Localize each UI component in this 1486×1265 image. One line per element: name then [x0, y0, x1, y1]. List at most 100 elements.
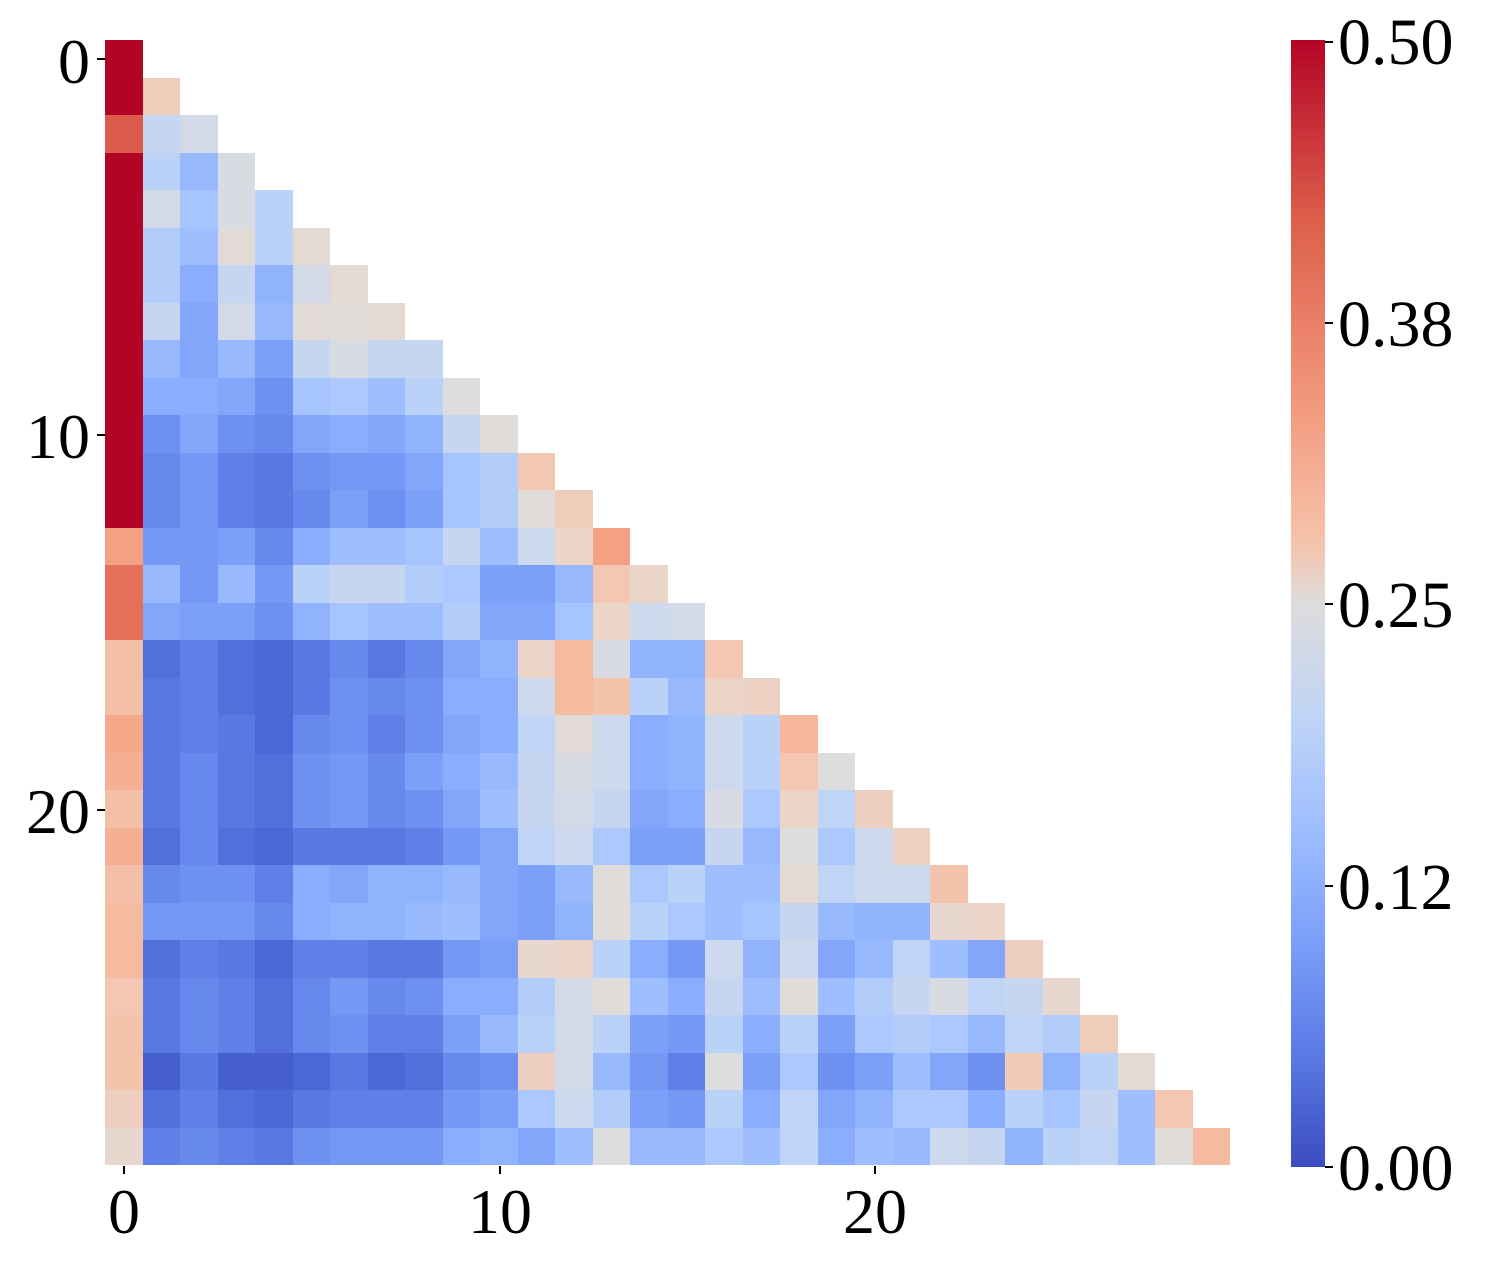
heatmap-cell	[517, 902, 556, 941]
heatmap-cell	[255, 977, 293, 1016]
heatmap-cell	[105, 490, 143, 528]
y-tick-label: 0	[58, 26, 90, 97]
heatmap-cell	[555, 902, 593, 941]
heatmap-cell	[517, 865, 556, 903]
heatmap-cell	[255, 640, 293, 678]
heatmap-cell	[667, 715, 706, 753]
heatmap-cell	[442, 1127, 481, 1166]
heatmap-cell	[180, 152, 218, 191]
heatmap-cell	[255, 565, 293, 603]
heatmap-cell	[930, 1090, 968, 1128]
heatmap-cell	[705, 715, 743, 753]
heatmap-plot-area	[105, 40, 1231, 1166]
heatmap-cell	[892, 902, 931, 941]
heatmap-cell	[517, 527, 556, 566]
heatmap-cell	[480, 977, 518, 1016]
x-tick-label: 0	[108, 1176, 140, 1247]
heatmap-cell	[630, 827, 668, 866]
heatmap-cell	[217, 452, 256, 491]
heatmap-cell	[592, 790, 631, 828]
heatmap-cell	[180, 565, 218, 603]
heatmap-cell	[142, 602, 181, 641]
heatmap-cell	[592, 752, 631, 791]
heatmap-cell	[367, 977, 406, 1016]
heatmap-cell	[630, 677, 668, 716]
heatmap-cell	[630, 640, 668, 678]
heatmap-cell	[630, 1052, 668, 1091]
colorbar-label: 0.12	[1338, 851, 1454, 924]
heatmap-cell	[780, 1015, 818, 1053]
heatmap-cell	[480, 1015, 518, 1053]
heatmap-cell	[930, 865, 968, 903]
heatmap-cell	[817, 790, 856, 828]
heatmap-cell	[1005, 1015, 1043, 1053]
heatmap-cell	[292, 415, 331, 453]
heatmap-cell	[592, 565, 631, 603]
heatmap-cell	[367, 865, 406, 903]
heatmap-cell	[555, 490, 593, 528]
heatmap-cell	[217, 902, 256, 941]
heatmap-cell	[480, 715, 518, 753]
heatmap-cell	[105, 1127, 143, 1166]
heatmap-cell	[180, 827, 218, 866]
heatmap-cell	[630, 1127, 668, 1166]
heatmap-cell	[292, 302, 331, 341]
heatmap-cell	[855, 1052, 893, 1091]
heatmap-cell	[405, 377, 443, 416]
heatmap-cell	[517, 1090, 556, 1128]
heatmap-cell	[292, 1052, 331, 1091]
heatmap-cell	[142, 790, 181, 828]
heatmap-cell	[555, 940, 593, 978]
heatmap-cell	[405, 1090, 443, 1128]
heatmap-cell	[367, 790, 406, 828]
heatmap-cell	[180, 190, 218, 228]
heatmap-cell	[255, 490, 293, 528]
heatmap-cell	[367, 1127, 406, 1166]
heatmap-cell	[892, 940, 931, 978]
heatmap-cell	[330, 565, 368, 603]
heatmap-cell	[630, 977, 668, 1016]
heatmap-cell	[292, 265, 331, 303]
heatmap-cell	[817, 752, 856, 791]
heatmap-cell	[630, 865, 668, 903]
heatmap-cell	[105, 865, 143, 903]
heatmap-cell	[217, 527, 256, 566]
heatmap-cell	[217, 377, 256, 416]
heatmap-cell	[142, 190, 181, 228]
heatmap-cell	[217, 1127, 256, 1166]
heatmap-cell	[480, 677, 518, 716]
heatmap-cell	[105, 377, 143, 416]
heatmap-cell	[630, 602, 668, 641]
heatmap-cell	[255, 1127, 293, 1166]
heatmap-cell	[780, 752, 818, 791]
heatmap-cell	[142, 827, 181, 866]
heatmap-cell	[817, 1127, 856, 1166]
heatmap-cell	[667, 677, 706, 716]
heatmap-cell	[442, 865, 481, 903]
heatmap-cell	[592, 940, 631, 978]
heatmap-cell	[292, 790, 331, 828]
heatmap-cell	[517, 827, 556, 866]
heatmap-cell	[967, 902, 1006, 941]
heatmap-cell	[555, 977, 593, 1016]
heatmap-cell	[180, 977, 218, 1016]
heatmap-cell	[330, 265, 368, 303]
heatmap-cell	[555, 565, 593, 603]
heatmap-cell	[555, 752, 593, 791]
heatmap-cell	[142, 452, 181, 491]
heatmap-cell	[255, 715, 293, 753]
heatmap-cell	[105, 152, 143, 191]
heatmap-cell	[330, 490, 368, 528]
heatmap-cell	[180, 640, 218, 678]
heatmap-cell	[592, 865, 631, 903]
heatmap-cell	[105, 602, 143, 641]
y-tick-label: 20	[26, 776, 90, 847]
heatmap-cell	[555, 1015, 593, 1053]
heatmap-cell	[855, 902, 893, 941]
heatmap-cell	[180, 752, 218, 791]
heatmap-cell	[1042, 977, 1081, 1016]
heatmap-cell	[217, 602, 256, 641]
heatmap-cell	[480, 902, 518, 941]
heatmap-cell	[742, 677, 781, 716]
heatmap-cell	[705, 1015, 743, 1053]
